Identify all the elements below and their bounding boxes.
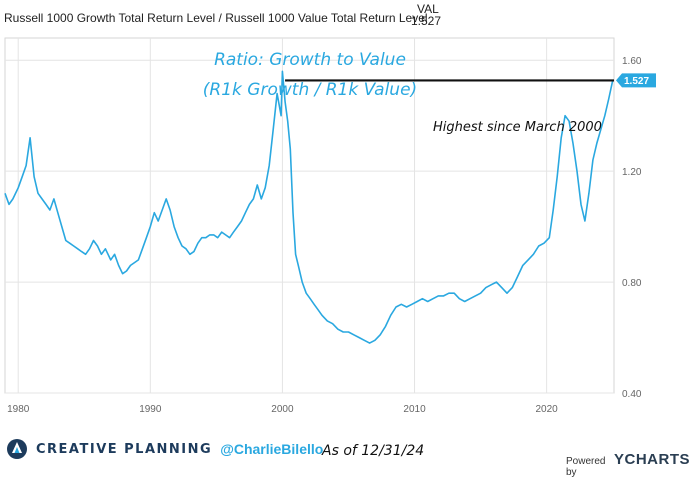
creative-planning-logo-icon [7, 439, 27, 459]
y-tick-label: 1.60 [622, 56, 642, 67]
x-tick-label: 2000 [271, 404, 294, 415]
brand-name: CREATIVE PLANNING [36, 441, 213, 457]
y-tick-label: 1.20 [622, 167, 642, 178]
line-chart: 1980 1990 2000 2010 2020 0.40 0.80 1.20 1.60 1.… [4, 37, 656, 415]
footer: CREATIVE PLANNING @CharlieBilello As of … [0, 430, 690, 478]
highest-annotation: Highest since March 2000 [433, 120, 602, 135]
x-gridlines [17, 38, 548, 393]
y-tick-labels: 0.40 0.80 1.20 1.60 [622, 56, 642, 400]
author-handle[interactable]: @CharlieBilello [220, 441, 324, 457]
chart-annotation-title: Ratio: Growth to Value [214, 50, 406, 70]
x-tick-labels: 1980 1990 2000 2010 2020 [7, 404, 558, 415]
x-tick-label: 1990 [139, 404, 162, 415]
ycharts-logo[interactable]: YCHARTS [613, 451, 690, 468]
powered-by: Powered by YCHARTS [566, 451, 690, 478]
as-of-date: As of 12/31/24 [322, 443, 425, 459]
last-value-badge: 1.527 [616, 73, 656, 88]
last-value-badge-text: 1.527 [624, 76, 649, 87]
value-column-label: VAL [417, 2, 439, 16]
y-gridlines [5, 59, 614, 394]
last-value-badge-shape [616, 73, 656, 88]
value-column-value: 1.527 [411, 14, 442, 28]
y-tick-label: 0.40 [622, 389, 642, 400]
plot-area [4, 37, 615, 394]
series-title: Russell 1000 Growth Total Return Level /… [4, 11, 428, 25]
x-tick-label: 1980 [7, 404, 30, 415]
x-tick-label: 2020 [536, 404, 559, 415]
brand: CREATIVE PLANNING @CharlieBilello [6, 438, 323, 460]
y-tick-label: 0.80 [622, 278, 642, 289]
powered-by-label: Powered by [566, 456, 606, 478]
chart-annotation-subtitle: (R1k Growth / R1k Value) [202, 80, 418, 100]
ratio-series-line [4, 70, 614, 344]
x-tick-label: 2010 [403, 404, 426, 415]
